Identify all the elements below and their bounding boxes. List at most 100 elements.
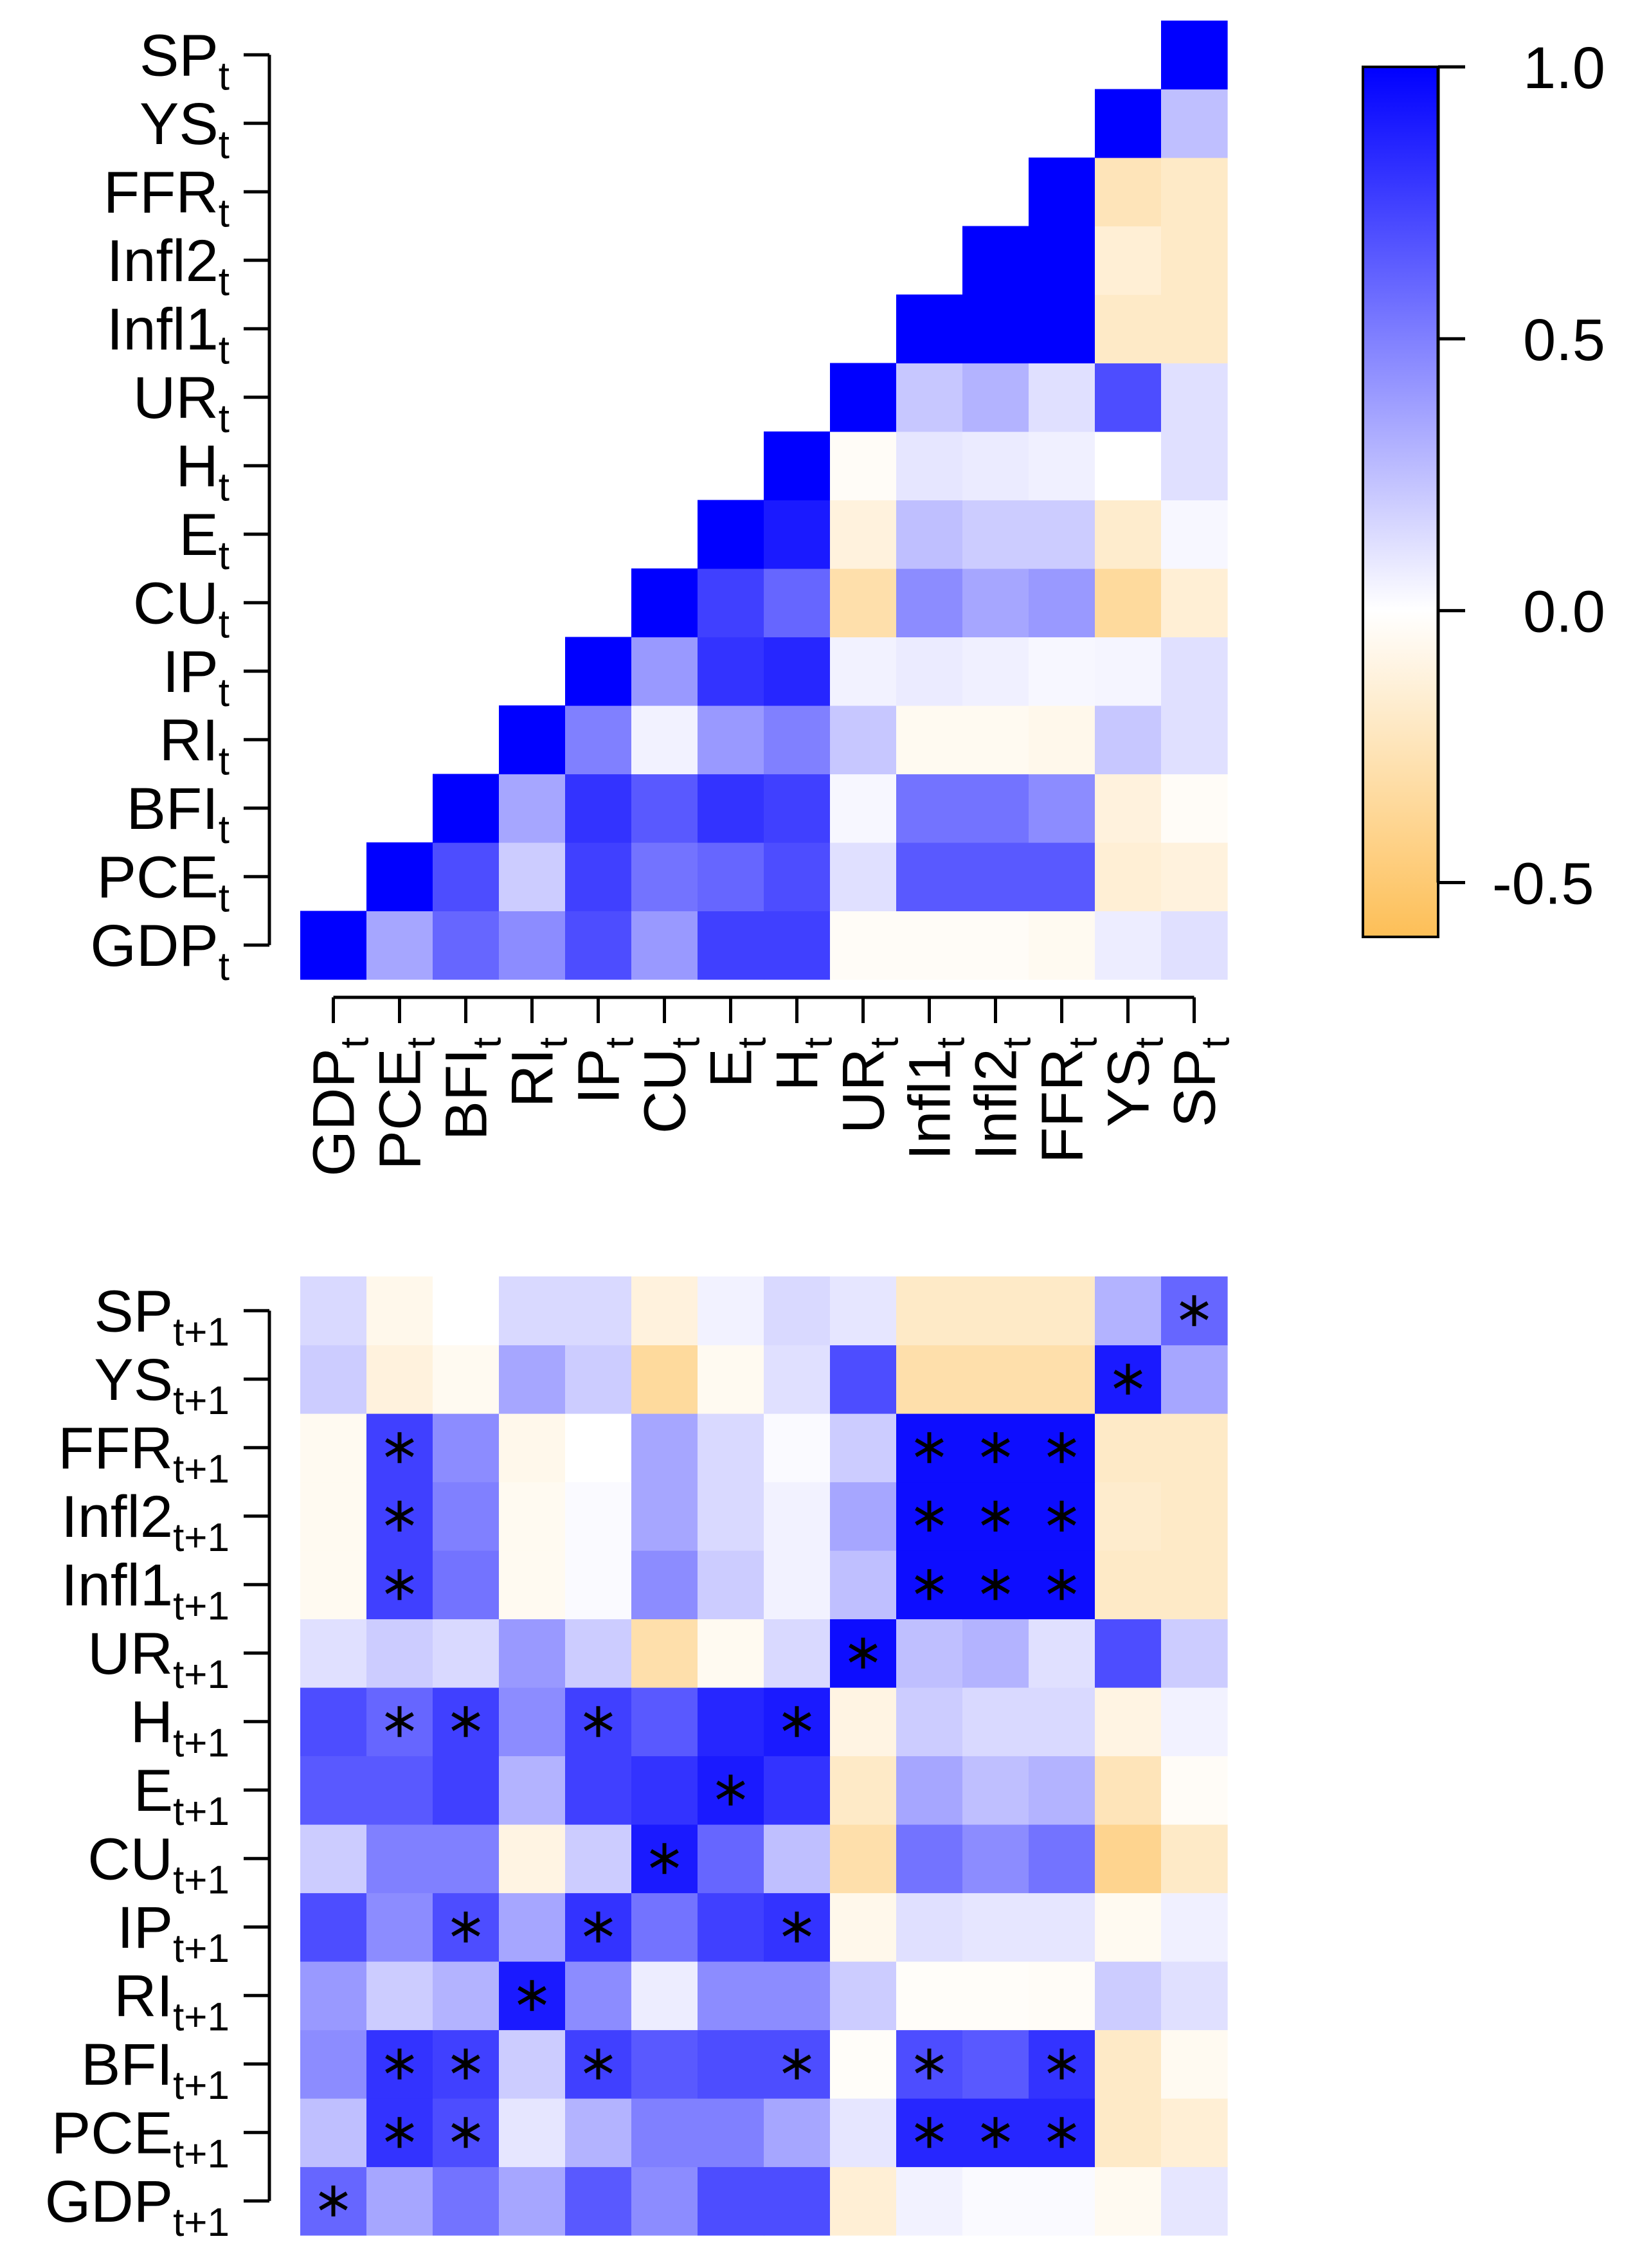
heat-cell-CU-PCE [366,1824,433,1894]
heat-cell-E-IP [565,1755,632,1825]
heat-cell-GDP-BFI [433,2166,500,2236]
heat-cell-PCE-BFI [433,842,500,912]
color-legend: 1.0 0.5 0.0 -0.5 [1362,35,1605,938]
significance-star [518,1980,546,2011]
heat-cell-CU-CU [631,568,698,638]
heat-cell-CU-E [698,1824,764,1894]
x-tick-label-SP: SPt [1162,1037,1238,1127]
heat-cell-RI-PCE [366,1961,433,2031]
x-tick-label-UR: URt [831,1037,907,1134]
heat-cell-YS-PCE [366,1345,433,1414]
heat-cell-RI-Infl2 [962,705,1029,775]
x-tick-label-FFR: FFRt [1030,1037,1106,1163]
significance-star [915,1569,944,1601]
heat-cell-UR-RI [499,1619,566,1688]
heat-cell-YS-H [764,1345,831,1414]
heat-cell-IP-Infl2 [962,637,1029,706]
significance-star [385,1432,414,1464]
heat-cell-SP-FFR [1029,1276,1095,1346]
heat-cell-E-FFR [1029,500,1095,569]
heat-cell-YS-SP [1161,1345,1228,1414]
y-tick-label-E: Et+1 [134,1758,230,1834]
heat-cell-Infl1-RI [499,1550,566,1620]
heat-cell-E-UR [830,1755,897,1825]
significance-star [981,1569,1010,1601]
heat-cell-E-CU [631,1755,698,1825]
heat-cell-FFR-UR [830,1413,897,1483]
y-axis [244,1309,271,2203]
heat-cell-E-Infl2 [962,500,1029,569]
heat-cell-PCE-RI [499,842,566,912]
heat-cell-GDP-E [698,2166,764,2236]
heat-cell-YS-YS [1095,89,1162,158]
heat-cell-Infl1-E [698,1550,764,1620]
heat-cell-E-Infl1 [896,1755,963,1825]
heat-cell-Infl1-GDP [300,1550,367,1620]
heat-cell-UR-SP [1161,1619,1228,1688]
heat-cell-H-SP [1161,1687,1228,1757]
heat-cell-UR-Infl1 [896,1619,963,1688]
significance-star [385,1500,414,1532]
heat-cell-PCE-IP [565,2098,632,2168]
heat-cell-BFI-CU [631,774,698,843]
heat-cell-YS-Infl2 [962,1345,1029,1414]
heat-cell-UR-CU [631,1619,698,1688]
heat-cell-CU-GDP [300,1824,367,1894]
heat-cell-Infl1-BFI [433,1550,500,1620]
heat-cell-IP-SP [1161,1892,1228,1962]
heat-cell-E-Infl2 [962,1755,1029,1825]
heat-cell-RI-UR [830,705,897,775]
heat-cell-PCE-H [764,842,831,912]
heat-cell-CU-FFR [1029,1824,1095,1894]
heat-cell-GDP-RI [499,2166,566,2236]
heat-cell-BFI-RI [499,774,566,843]
heat-cell-Infl2-YS [1095,1482,1162,1551]
heat-cell-IP-H [764,637,831,706]
heat-cell-BFI-E [698,2029,764,2099]
heat-cell-SP-SP [1161,21,1228,90]
significance-star [451,2048,480,2080]
heat-cell-UR-YS [1095,363,1162,432]
significance-star [1047,2048,1076,2080]
heat-cell-PCE-E [698,2098,764,2168]
significance-star [385,1706,414,1737]
heat-cell-BFI-Infl2 [962,774,1029,843]
heat-cell-Infl2-GDP [300,1482,367,1551]
heat-cell-RI-Infl1 [896,1961,963,2031]
heat-cell-GDP-FFR [1029,2166,1095,2236]
heat-cell-PCE-RI [499,2098,566,2168]
y-tick-label-YS: YSt [140,91,230,167]
heat-cell-Infl2-H [764,1482,831,1551]
heat-cell-E-GDP [300,1755,367,1825]
y-tick-label-CU: CUt [133,570,230,646]
colorbar-tick-label: -0.5 [1492,851,1594,916]
significance-star [584,1911,613,1943]
y-tick-label-RI: RIt+1 [114,1963,230,2039]
significance-star [981,2117,1010,2148]
heat-cell-GDP-YS [1095,911,1162,980]
heat-cell-Infl1-Infl1 [896,295,963,364]
heat-cell-GDP-BFI [433,911,500,980]
heat-cell-RI-SP [1161,705,1228,775]
colorbar-tick-label: 1.0 [1523,35,1605,101]
heat-cell-E-YS [1095,1755,1162,1825]
significance-star [319,2185,348,2217]
heat-cell-IP-RI [499,1892,566,1962]
heat-cell-H-Infl2 [962,431,1029,501]
significance-star [1047,1500,1076,1532]
heat-cell-BFI-SP [1161,774,1228,843]
significance-star [981,1500,1010,1532]
heat-cell-RI-CU [631,705,698,775]
heat-cell-CU-H [764,568,831,638]
heat-cell-FFR-E [698,1413,764,1483]
heat-cell-H-FFR [1029,431,1095,501]
heat-cell-PCE-SP [1161,2098,1228,2168]
heat-cell-IP-CU [631,637,698,706]
heat-cell-H-UR [830,1687,897,1757]
heat-cell-E-Infl1 [896,500,963,569]
heat-cell-FFR-RI [499,1413,566,1483]
heat-cell-Infl2-E [698,1482,764,1551]
heat-cell-CU-Infl1 [896,568,963,638]
heat-cell-H-SP [1161,431,1228,501]
heat-cell-PCE-GDP [300,2098,367,2168]
